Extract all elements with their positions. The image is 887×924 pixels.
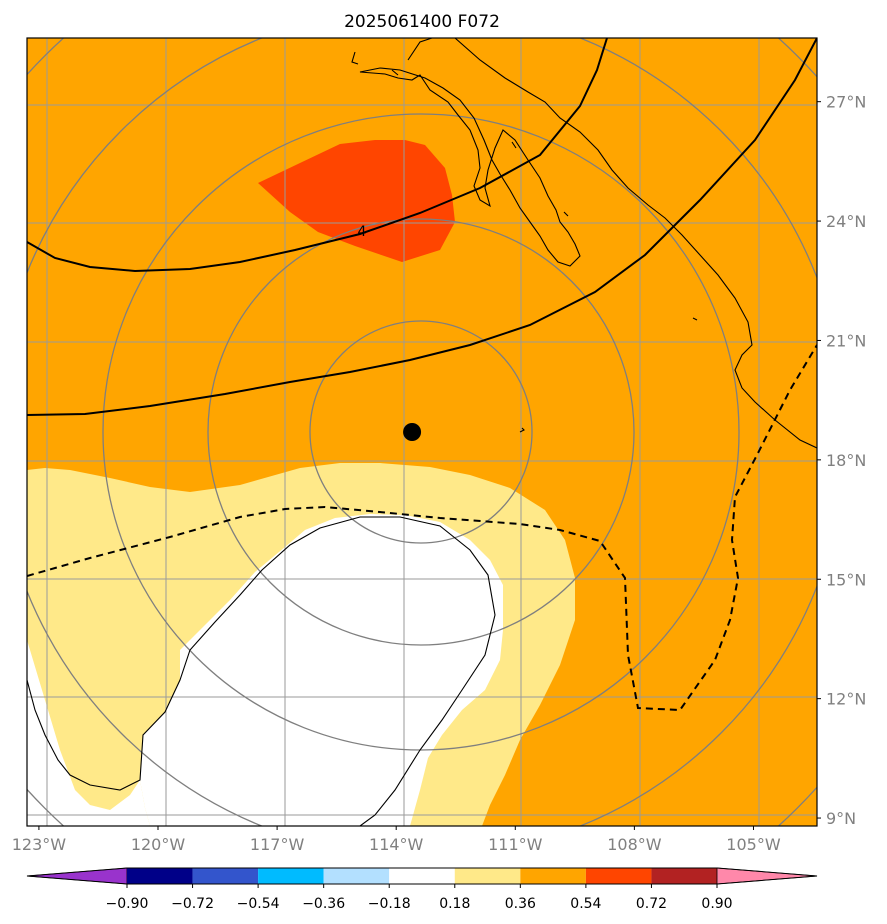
contours-solid	[27, 38, 817, 416]
y-tick-labels: 9°N 12°N 15°N 18°N 21°N 24°N 27°N	[817, 93, 866, 828]
colorbar-tick-label: 0.18	[439, 896, 470, 912]
x-tick-label: 114°W	[369, 835, 424, 854]
map-frame	[26, 37, 818, 827]
colorbar-tick-label: 0.54	[570, 896, 601, 912]
y-tick-label: 18°N	[826, 451, 866, 470]
x-tick-labels: 123°W 120°W 117°W 114°W 111°W 108°W 105°W	[12, 826, 781, 854]
colorbar-segment	[520, 868, 586, 884]
storm-center-marker	[403, 423, 422, 441]
chart-title: 2025061400 F072	[344, 12, 500, 32]
colorbar-tick-labels: −0.90 −0.72 −0.54 −0.36 −0.18 0.18 0.36 0.54 0.7…	[106, 884, 733, 912]
field-region-white-left	[27, 640, 150, 826]
contour-label: 4	[358, 224, 367, 240]
colorbar-tick-label: −0.72	[171, 896, 214, 912]
colorbar-segment	[585, 868, 652, 884]
colorbar-segment	[323, 868, 390, 884]
x-tick-label: 123°W	[12, 835, 67, 854]
y-tick-label: 27°N	[826, 93, 866, 112]
contours-dashed	[27, 344, 817, 712]
colorbar-tick-label: −0.90	[106, 896, 149, 912]
x-tick-label: 108°W	[607, 835, 662, 854]
x-tick-label: 105°W	[726, 835, 781, 854]
field-region-red	[258, 140, 455, 262]
x-tick-label: 111°W	[488, 835, 543, 854]
colorbar-segment	[127, 868, 193, 884]
colorbar-tick-label: 0.90	[701, 896, 732, 912]
colorbar-extend-low	[26, 867, 128, 885]
y-tick-label: 21°N	[826, 331, 866, 350]
y-tick-label: 15°N	[826, 570, 866, 589]
colorbar-segment	[258, 868, 324, 884]
coastlines	[27, 38, 817, 826]
colorbar-tick-label: −0.54	[237, 896, 280, 912]
x-tick-label: 117°W	[250, 835, 305, 854]
colorbar	[26, 867, 818, 885]
colorbar-tick-label: −0.18	[368, 896, 411, 912]
y-tick-label: 12°N	[826, 690, 866, 709]
colorbar-extend-high	[716, 867, 818, 885]
field-region-white	[140, 514, 503, 826]
colorbar-tick-label: −0.36	[302, 896, 345, 912]
colorbar-segment	[651, 868, 717, 884]
y-tick-label: 24°N	[826, 212, 866, 231]
colorbar-segment	[389, 868, 455, 884]
colorbar-tick-label: 0.36	[505, 896, 536, 912]
colorbar-tick-label: 0.72	[636, 896, 667, 912]
y-tick-label: 9°N	[826, 809, 856, 828]
colorbar-segment	[192, 868, 259, 884]
colorbar-segment	[454, 868, 521, 884]
x-tick-label: 120°W	[131, 835, 186, 854]
